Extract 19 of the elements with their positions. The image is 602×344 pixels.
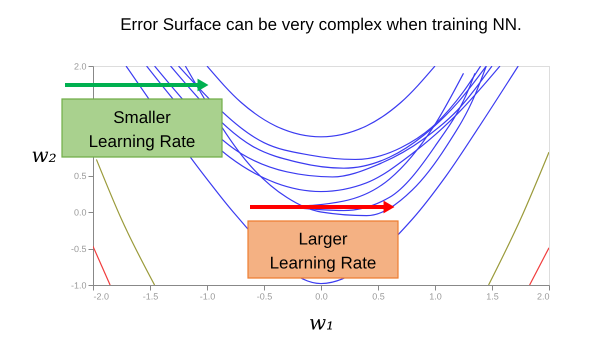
chart-title: Error Surface can be very complex when training NN. [120,15,522,34]
y-tick-label: 0.0 [74,208,86,218]
annotation: Larger Learning Rate [270,230,376,272]
x-tick-label: 2.0 [536,292,550,302]
x-tick-label: 0.0 [315,292,328,302]
x-tick-label: -1.5 [142,292,158,302]
x-axis-title: w₁ [308,310,334,334]
y-axis-title: w₂ [32,143,57,167]
x-tick-label: 1.5 [486,292,499,302]
y-tick-label: 0.5 [74,171,86,181]
x-tick-label: -1.0 [200,292,216,302]
x-tick-label: 0.5 [372,292,385,302]
y-tick-label: 2.0 [74,62,86,72]
y-tick-label: -1.0 [70,280,86,290]
x-tick-label: -0.5 [256,292,272,302]
x-tick-label: -2.0 [94,292,110,302]
annotation: Smaller Learning Rate [88,108,196,151]
x-tick-label: 1.0 [429,292,442,302]
y-tick-label: -0.5 [70,244,86,254]
